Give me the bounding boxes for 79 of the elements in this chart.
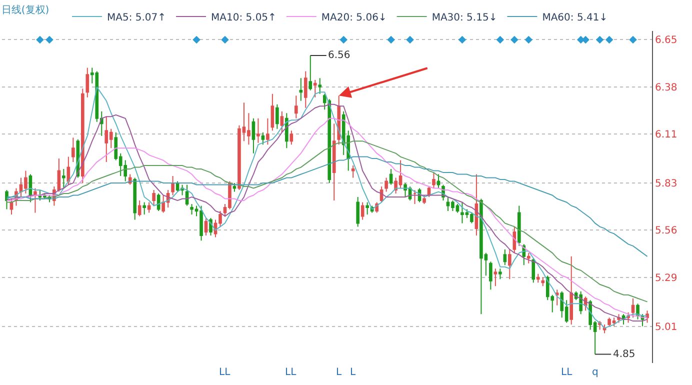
candlestick	[72, 137, 75, 163]
candlestick	[332, 123, 336, 201]
candlestick	[555, 289, 559, 306]
candlestick	[276, 104, 279, 130]
candlestick	[232, 182, 236, 192]
text: L	[350, 367, 356, 378]
candlestick	[494, 268, 498, 287]
text: LL	[285, 367, 297, 378]
candlestick	[147, 202, 151, 214]
line-series	[6, 140, 648, 302]
candlestick	[204, 217, 208, 236]
candlestick	[474, 174, 478, 236]
y-tick-label: 5.83	[655, 178, 678, 190]
candlestick	[252, 118, 256, 154]
candlestick	[294, 95, 298, 119]
y-tick-label: 5.29	[655, 272, 678, 284]
candlestick	[389, 168, 393, 186]
annotation: 4.85	[613, 349, 636, 360]
legend-label: MA60: 5.41↓	[542, 12, 608, 24]
legend-label: MA20: 5.06↓	[321, 12, 387, 24]
candlestick	[602, 324, 606, 334]
y-tick-label: 6.11	[655, 130, 678, 141]
text: LL	[561, 367, 573, 378]
candlestick	[360, 202, 364, 220]
candlestick	[299, 78, 303, 102]
candlestick	[66, 156, 70, 186]
candlestick	[152, 190, 156, 206]
candlestick	[270, 93, 274, 132]
legend-label: MA5: 5.07↑	[107, 12, 166, 24]
candlestick	[313, 79, 317, 98]
y-tick-label: 6.65	[655, 35, 678, 46]
candlestick	[536, 273, 540, 284]
candlestick	[356, 196, 360, 228]
legend-label: MA10: 5.05↑	[211, 12, 276, 24]
candlestick	[517, 205, 521, 246]
candlestick	[308, 54, 312, 91]
candlestick	[138, 200, 142, 217]
candlestick	[142, 202, 146, 215]
candlestick	[62, 168, 66, 189]
candlestick	[285, 112, 288, 149]
candlestick	[489, 261, 492, 290]
candlestick	[290, 130, 294, 146]
candlestick	[80, 88, 84, 184]
candlestick	[498, 268, 502, 280]
text: LL	[219, 367, 231, 378]
candlestick	[266, 118, 270, 146]
candlestick	[261, 132, 265, 146]
line-series	[6, 156, 648, 257]
candlestick	[508, 248, 512, 280]
candlestick	[337, 95, 341, 146]
text: L	[336, 367, 342, 378]
candlestick	[532, 258, 536, 284]
candlestick	[318, 78, 322, 94]
y-tick-label: 5.01	[655, 322, 678, 333]
candlestick	[422, 194, 426, 204]
candlestick	[526, 252, 530, 264]
candlestick	[503, 248, 507, 266]
candlestick	[351, 165, 355, 178]
candlestick	[617, 314, 620, 324]
candlestick	[256, 118, 260, 144]
annotation: 6.56	[328, 50, 350, 61]
candlestick	[304, 70, 308, 108]
text: q	[592, 367, 598, 378]
legend-label: MA30: 5.15↓	[432, 12, 498, 24]
candlestick	[86, 67, 90, 98]
candlestick	[432, 172, 436, 189]
candlestick	[413, 190, 416, 204]
y-tick-label: 6.38	[655, 82, 678, 94]
candlestick	[436, 174, 440, 189]
candlestick	[171, 176, 174, 196]
candlestick	[631, 298, 635, 318]
y-tick-label: 5.56	[655, 226, 678, 237]
chart-title: 日线(复权)	[1, 4, 50, 16]
candlestick	[541, 276, 545, 287]
candlestick	[570, 256, 574, 326]
candlestick	[34, 188, 37, 214]
candlestick	[280, 110, 284, 133]
candlestick	[133, 177, 137, 220]
candlestick	[384, 177, 388, 192]
